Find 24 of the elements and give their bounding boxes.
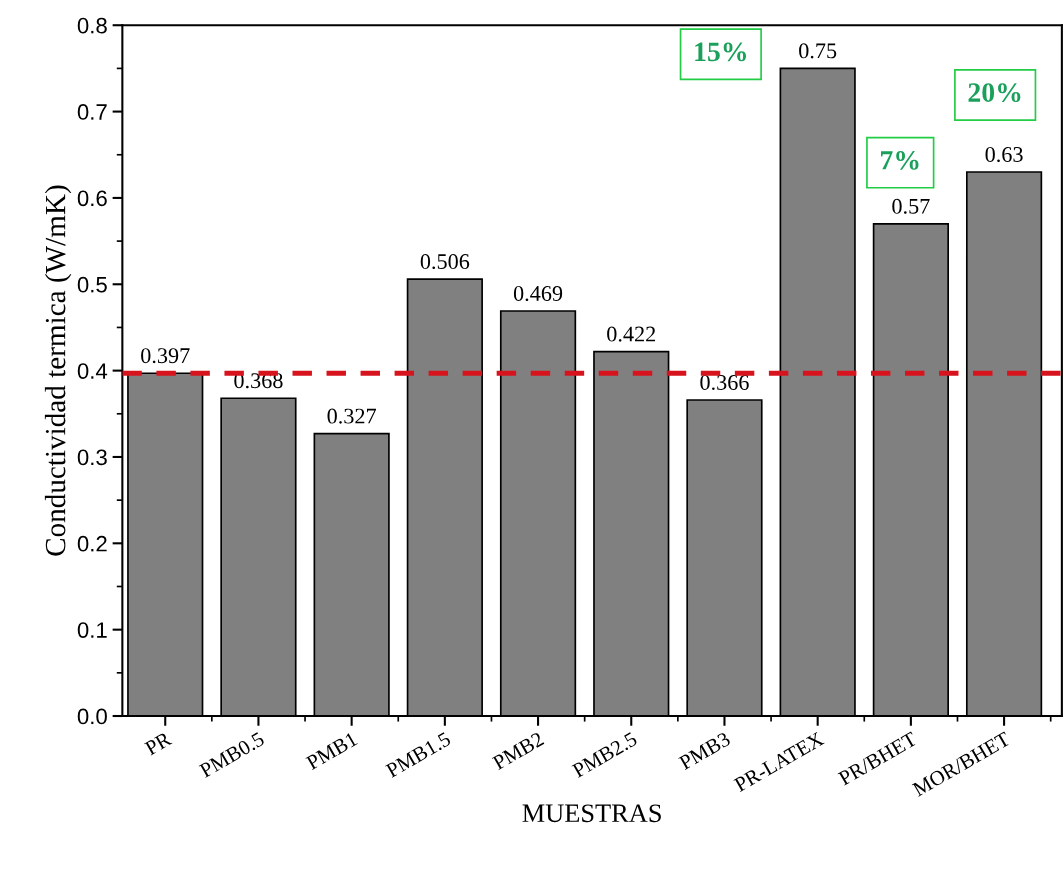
data-label: 0.366 <box>700 374 749 391</box>
y-tick-label: 0.0 <box>77 708 107 725</box>
data-label: 0.469 <box>513 285 563 302</box>
y-tick-label: 0.4 <box>77 363 108 379</box>
data-label: 0.422 <box>607 326 656 342</box>
data-label: 0.75 <box>799 43 837 59</box>
y-tick-label: 0.3 <box>77 449 107 466</box>
data-label: 0.397 <box>141 348 190 364</box>
data-label: 0.57 <box>892 198 930 214</box>
y-tick-label: 0.8 <box>77 17 107 34</box>
y-axis-title: Conductividad termica (W/mK) <box>44 185 72 556</box>
annotation: 20% <box>968 83 1021 103</box>
data-label: 0.63 <box>985 146 1023 163</box>
data-label: 0.327 <box>327 408 377 424</box>
y-tick-label: 0.6 <box>77 190 107 207</box>
annotation: 15% <box>695 42 746 62</box>
data-label: 0.506 <box>420 254 470 270</box>
y-tick-label: 0.5 <box>77 276 107 293</box>
y-tick-label: 0.1 <box>77 622 107 638</box>
x-axis-title: MUESTRAS <box>522 804 661 823</box>
annotation: 7% <box>881 150 919 170</box>
y-tick-label: 0.2 <box>77 535 107 552</box>
x-tick-label: PR <box>144 731 173 756</box>
y-tick-label: 0.7 <box>77 104 107 120</box>
